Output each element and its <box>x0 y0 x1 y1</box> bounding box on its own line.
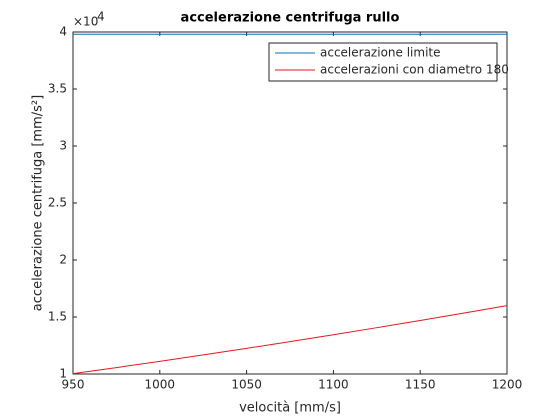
y-tick-label: 3.5 <box>48 82 67 96</box>
series-line <box>72 305 508 375</box>
x-tick-label: 1050 <box>231 378 262 392</box>
y-tick-label: 3 <box>59 139 67 153</box>
legend-label: accelerazioni con diametro 180 <box>320 63 509 77</box>
y-tick-label: 4 <box>59 25 67 39</box>
x-tick-label: 1200 <box>492 378 523 392</box>
x-tick-label: 1000 <box>145 378 176 392</box>
x-tick-label: 950 <box>62 378 85 392</box>
chart-title: accelerazione centrifuga rullo <box>181 11 400 26</box>
axes-box <box>72 31 508 375</box>
legend-label: accelerazione limite <box>320 46 441 60</box>
y-tick-label: 2 <box>59 253 67 267</box>
y-tick-label: 1.5 <box>48 310 67 324</box>
x-axis-label: velocità [mm/s] <box>239 401 341 416</box>
y-exponent-power: 4 <box>97 10 105 24</box>
x-tick-label: 1100 <box>318 378 349 392</box>
y-axis-label: accelerazione centrifuga [mm/s²] <box>31 95 46 311</box>
legend-box <box>268 42 498 82</box>
y-tick-label: 1 <box>59 367 67 381</box>
x-tick-label: 1150 <box>405 378 436 392</box>
y-tick-label: 2.5 <box>48 196 67 210</box>
y-exponent-base: ×10 <box>73 15 98 29</box>
